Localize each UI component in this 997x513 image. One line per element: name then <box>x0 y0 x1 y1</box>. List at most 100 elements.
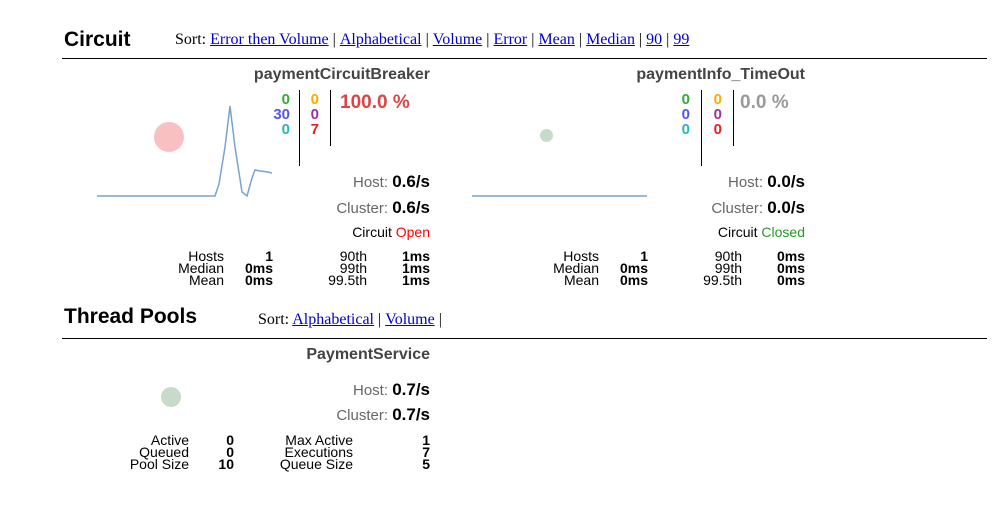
p99-label: 99th <box>714 260 742 276</box>
circuit-name: paymentInfo_TimeOut <box>636 66 805 83</box>
circuit-state: Closed <box>761 224 805 240</box>
queue-size-value: 5 <box>422 456 430 472</box>
thread-pools-divider <box>62 338 987 339</box>
cluster-rate-label: Cluster: <box>711 200 764 217</box>
sort-error-then-volume[interactable]: Error then Volume <box>210 31 329 48</box>
pool-size-label: Pool Size <box>129 456 189 472</box>
timeout-count: 0 <box>310 91 319 108</box>
thread-pool-stats: Active Queued Pool Size 0 0 10 Max Activ… <box>97 432 437 476</box>
sort-alphabetical[interactable]: Alphabetical <box>292 311 374 328</box>
p90-label: 90th <box>714 248 742 264</box>
median-label: Median <box>553 260 599 276</box>
circuit-sparkline <box>472 195 647 197</box>
median-value: 0ms <box>619 260 648 276</box>
p995-label: 99.5th <box>703 272 742 288</box>
p99-value: 0ms <box>776 260 805 276</box>
p995-value: 0ms <box>776 272 805 288</box>
thread-pools-section-title: Thread Pools <box>64 305 198 328</box>
host-rate-label: Host: <box>728 174 764 191</box>
counts-divider-2 <box>330 90 331 146</box>
counts-column-2: 0 0 0 <box>708 92 722 137</box>
mean-value: 0ms <box>619 272 648 288</box>
failure-count: 7 <box>310 121 319 138</box>
bad-request-count: 0 <box>281 121 290 138</box>
mean-label: Mean <box>188 272 224 288</box>
queue-size-label: Queue Size <box>279 456 353 472</box>
rejected-count: 0 <box>310 106 319 123</box>
sort-label: Sort: <box>175 31 207 48</box>
counts-divider-1 <box>299 90 300 166</box>
circuit-status: Circuit Closed <box>718 224 805 240</box>
p90-value: 0ms <box>776 248 805 264</box>
median-value: 0ms <box>244 260 273 276</box>
circuit-card-payment-circuit-breaker[interactable]: paymentCircuitBreaker 0 30 0 0 0 7 100.0… <box>97 62 437 302</box>
sort-error[interactable]: Error <box>493 31 528 48</box>
thread-pool-card-payment-service[interactable]: PaymentService Host: 0.7/s Cluster: 0.7/… <box>97 342 437 492</box>
success-count: 0 <box>281 91 290 108</box>
circuit-health-circle <box>540 129 553 142</box>
circuit-stats: Hosts Median Mean 1 0ms 0ms 90th 99th 99… <box>472 248 812 292</box>
p99-label: 99th <box>339 260 367 276</box>
short-circuited-count: 30 <box>273 106 290 123</box>
hosts-value: 1 <box>640 248 648 264</box>
circuit-status-label: Circuit <box>352 224 392 240</box>
sort-90[interactable]: 90 <box>646 31 663 48</box>
circuit-section-title: Circuit <box>64 28 131 51</box>
cluster-rate: 0.0/s <box>767 198 805 217</box>
circuit-divider <box>62 58 987 59</box>
median-label: Median <box>178 260 224 276</box>
sort-label: Sort: <box>258 311 290 328</box>
sort-volume[interactable]: Volume <box>432 31 483 48</box>
sort-99[interactable]: 99 <box>673 31 690 48</box>
p995-value: 1ms <box>401 272 430 288</box>
circuit-status: Circuit Open <box>352 224 430 240</box>
circuit-status-label: Circuit <box>717 224 758 240</box>
thread-pools-sort-bar: Sort: Alphabetical | Volume | <box>258 311 442 328</box>
sort-volume[interactable]: Volume <box>385 311 435 328</box>
circuit-sort-bar: Sort: Error then Volume | Alphabetical | Vol… <box>175 31 690 48</box>
hosts-value: 1 <box>265 248 273 264</box>
mean-label: Mean <box>563 272 599 288</box>
counts-divider-1 <box>701 90 702 166</box>
p99-value: 1ms <box>401 260 430 276</box>
rejected-count: 0 <box>713 106 722 123</box>
mean-value: 0ms <box>244 272 273 288</box>
p995-label: 99.5th <box>328 272 367 288</box>
circuit-state: Open <box>395 224 430 240</box>
queued-value: 0 <box>226 444 234 460</box>
cluster-rate: 0.7/s <box>392 405 430 424</box>
host-rate-row: Host: 0.7/s <box>353 380 430 400</box>
max-active-value: 1 <box>422 432 430 448</box>
sort-alphabetical[interactable]: Alphabetical <box>339 31 422 48</box>
cluster-rate-row: Cluster: 0.6/s <box>336 198 430 218</box>
counts-column-1: 0 30 0 <box>262 92 290 137</box>
failure-count: 0 <box>713 121 722 138</box>
host-rate: 0.7/s <box>392 380 430 399</box>
sort-mean[interactable]: Mean <box>538 31 575 48</box>
circuit-card-payment-info-timeout[interactable]: paymentInfo_TimeOut 0 0 0 0 0 0 0.0 % Ho… <box>472 62 812 302</box>
counts-column-2: 0 0 7 <box>305 92 319 137</box>
thread-pool-name: PaymentService <box>306 346 430 363</box>
cluster-rate-label: Cluster: <box>336 407 389 424</box>
timeout-count: 0 <box>713 91 722 108</box>
cluster-rate: 0.6/s <box>392 198 430 217</box>
sort-median[interactable]: Median <box>586 31 635 48</box>
host-rate-label: Host: <box>353 174 389 191</box>
p90-label: 90th <box>339 248 367 264</box>
queued-label: Queued <box>139 444 189 460</box>
cluster-rate-row: Cluster: 0.0/s <box>711 198 805 218</box>
counts-divider-2 <box>733 90 734 146</box>
circuit-stats: Hosts Median Mean 1 0ms 0ms 90th 99th 99… <box>97 248 437 292</box>
pool-size-value: 10 <box>218 456 234 472</box>
p90-value: 1ms <box>401 248 430 264</box>
sparkline-line <box>97 105 273 198</box>
counts-column-1: 0 0 0 <box>668 92 690 137</box>
host-rate-row: Host: 0.0/s <box>728 172 805 192</box>
circuit-name: paymentCircuitBreaker <box>253 66 430 83</box>
thread-pool-health-circle <box>161 387 181 407</box>
cluster-rate-row: Cluster: 0.7/s <box>336 405 430 425</box>
short-circuited-count: 0 <box>681 106 690 123</box>
executions-value: 7 <box>422 444 430 460</box>
cluster-rate-label: Cluster: <box>336 200 389 217</box>
max-active-label: Max Active <box>285 432 353 448</box>
